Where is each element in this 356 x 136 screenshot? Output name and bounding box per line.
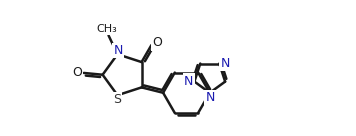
Text: N: N xyxy=(113,44,122,57)
Text: CH₃: CH₃ xyxy=(96,24,117,34)
Text: N: N xyxy=(205,91,215,104)
Text: S: S xyxy=(113,93,121,106)
Text: O: O xyxy=(152,36,162,49)
Text: N: N xyxy=(184,75,193,88)
Text: N: N xyxy=(220,57,230,70)
Text: O: O xyxy=(72,66,82,79)
